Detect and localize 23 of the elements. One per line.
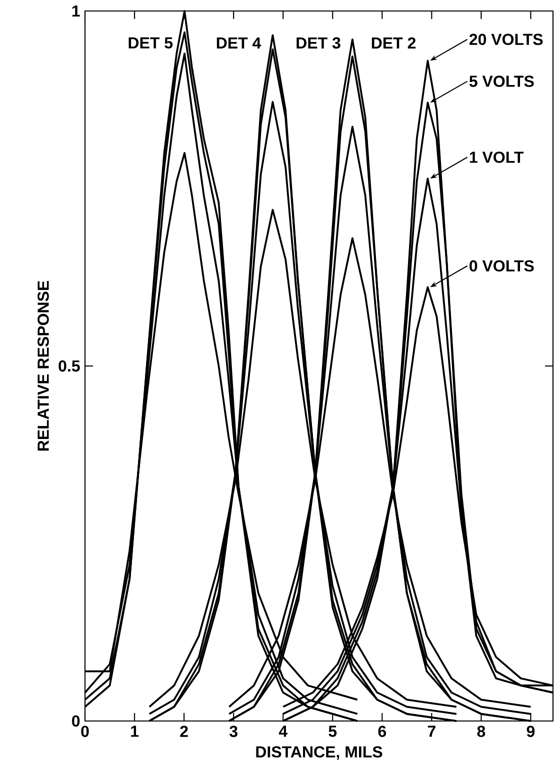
y-axis-title: RELATIVE RESPONSE xyxy=(38,280,49,451)
annotation: 0 VOLTS xyxy=(470,260,534,272)
annotation: DET 4 xyxy=(216,37,262,48)
annotation: DET 2 xyxy=(372,37,416,49)
x-tick-label: 0 xyxy=(81,726,89,738)
x-tick-label: 3 xyxy=(229,726,238,738)
x-tick-label: 2 xyxy=(180,726,188,737)
x-axis-title: DISTANCE, MILS xyxy=(256,746,382,760)
x-tick-label: 4 xyxy=(278,726,288,737)
x-tick-label: 8 xyxy=(477,726,486,738)
x-tick-label: 9 xyxy=(526,726,535,738)
x-tick-label: 6 xyxy=(378,726,386,738)
y-tick-label: 0.5 xyxy=(58,360,80,372)
y-tick-label: 1 xyxy=(72,6,80,16)
x-tick-label: 7 xyxy=(428,726,436,737)
annotation: DET 3 xyxy=(296,37,340,49)
annotation: 20 VOLTS xyxy=(469,34,543,46)
annotation: 1 VOLT xyxy=(470,152,524,163)
x-tick-label: 1 xyxy=(131,726,139,737)
x-tick-label: 5 xyxy=(328,726,337,737)
y-tick-label: 0 xyxy=(72,715,80,727)
annotation: 5 VOLTS xyxy=(469,76,534,87)
annotation: DET 5 xyxy=(128,37,173,49)
